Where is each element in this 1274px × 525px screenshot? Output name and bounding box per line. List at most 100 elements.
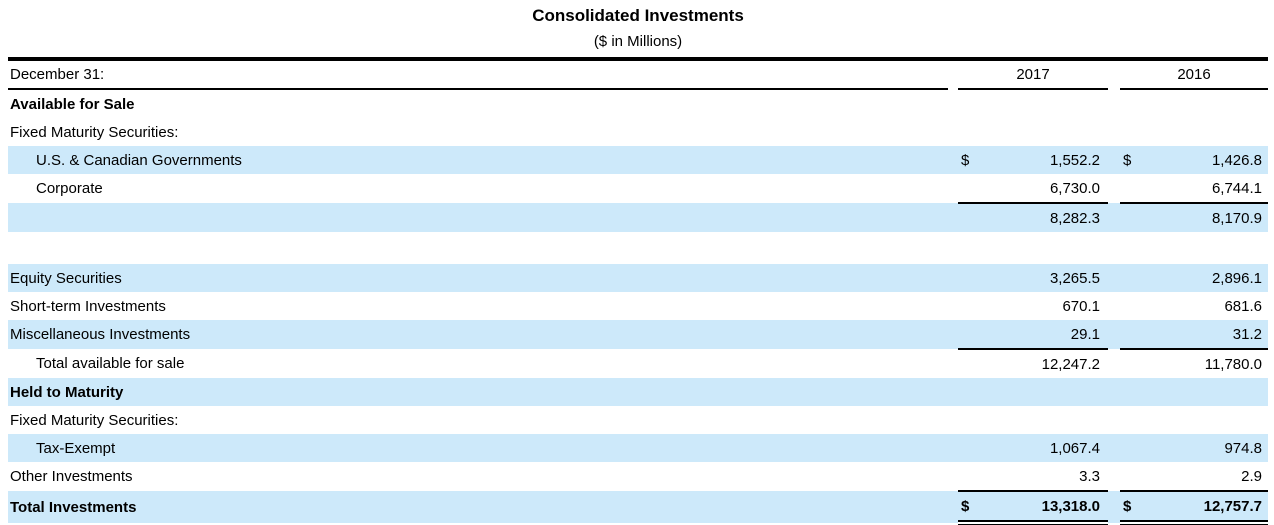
value-2016: 8,170.9	[1211, 209, 1262, 227]
value-wrap-2016: 974.8	[1120, 434, 1268, 462]
row-midgap-cell	[1108, 203, 1120, 232]
value-2017: 6,730.0	[1049, 179, 1100, 197]
value-cell-2016	[1120, 232, 1268, 264]
row-spacer-cell	[948, 491, 958, 523]
table-row: Corporate 6,730.0 6,744.1	[8, 174, 1268, 204]
value-wrap-2016: 31.2	[1120, 320, 1268, 347]
value-2016: 31.2	[1232, 325, 1262, 343]
value-wrap-2016	[1120, 406, 1268, 434]
value-wrap-2017: $ 13,318.0	[958, 492, 1108, 517]
value-cell-2017	[958, 118, 1108, 146]
row-label-cell: Equity Securities	[8, 264, 948, 292]
table-row: Fixed Maturity Securities:	[8, 118, 1268, 146]
value-cell-2016: 2,896.1	[1120, 264, 1268, 292]
table-row: Total Investments $ 13,318.0 $ 12,757.7	[8, 491, 1268, 525]
value-2016: 11,780.0	[1204, 355, 1262, 373]
table-header-year-2016: 2016	[1120, 59, 1268, 90]
row-spacer-cell	[948, 378, 958, 406]
table-row: Other Investments 3.3 2.9	[8, 462, 1268, 492]
row-midgap-cell	[1108, 89, 1120, 118]
value-cell-2017: 8,282.3	[958, 203, 1108, 232]
row-label-cell: Fixed Maturity Securities:	[8, 118, 948, 146]
row-label-cell: Total Investments	[8, 491, 948, 523]
row-spacer-cell	[948, 406, 958, 434]
value-cell-2017	[958, 232, 1108, 264]
value-2016: 2.9	[1241, 467, 1262, 485]
value-cell-2016	[1120, 89, 1268, 118]
value-cell-2016: 681.6	[1120, 292, 1268, 320]
value-wrap-2016: 681.6	[1120, 292, 1268, 320]
row-label-cell: Total available for sale	[8, 349, 948, 378]
table-row: Fixed Maturity Securities:	[8, 406, 1268, 434]
table-row: Tax-Exempt 1,067.4 974.8	[8, 434, 1268, 462]
value-wrap-2016	[1120, 232, 1268, 264]
page-title: Consolidated Investments	[532, 6, 744, 25]
value-wrap-2016: 2,896.1	[1120, 264, 1268, 292]
row-label: U.S. & Canadian Governments	[36, 151, 242, 169]
value-wrap-2016: $ 12,757.7	[1120, 492, 1268, 517]
value-cell-2017: 3,265.5	[958, 264, 1108, 292]
table-row: 8,282.3 8,170.9	[8, 203, 1268, 232]
value-wrap-2016: 6,744.1	[1120, 174, 1268, 201]
table-row: Equity Securities 3,265.5 2,896.1	[8, 264, 1268, 292]
value-cell-2016: 11,780.0	[1120, 349, 1268, 378]
table-body: Available for Sale Fixed Maturity Securi…	[8, 89, 1268, 525]
value-2017: 13,318.0	[1041, 497, 1100, 515]
value-2017: 3.3	[1079, 467, 1100, 485]
row-label-cell: Fixed Maturity Securities:	[8, 406, 948, 434]
value-wrap-2017: 29.1	[958, 320, 1108, 347]
value-wrap-2017	[958, 90, 1108, 118]
value-cell-2017: 3.3	[958, 462, 1108, 492]
value-cell-2016: 6,744.1	[1120, 174, 1268, 204]
row-label: Available for Sale	[10, 95, 135, 113]
row-midgap-cell	[1108, 462, 1120, 491]
value-2017: 3,265.5	[1049, 269, 1100, 287]
row-midgap-cell	[1108, 406, 1120, 434]
value-cell-2016	[1120, 378, 1268, 406]
value-cell-2017: 12,247.2	[958, 349, 1108, 378]
row-midgap-cell	[1108, 264, 1120, 292]
row-label: Tax-Exempt	[36, 439, 116, 457]
value-2017: 12,247.2	[1041, 355, 1100, 373]
value-wrap-2017	[958, 232, 1108, 264]
row-midgap-cell	[1108, 292, 1120, 320]
row-label: Fixed Maturity Securities:	[10, 411, 179, 429]
row-spacer-cell	[948, 292, 958, 320]
row-label-cell: U.S. & Canadian Governments	[8, 146, 948, 174]
value-2016: 1,426.8	[1211, 151, 1262, 169]
row-spacer-cell	[948, 462, 958, 491]
row-midgap-cell	[1108, 320, 1120, 349]
dollar-sign-2016: $	[1123, 497, 1132, 515]
row-midgap-cell	[1108, 118, 1120, 146]
row-spacer-cell	[948, 146, 958, 174]
value-wrap-2016: 8,170.9	[1120, 204, 1268, 232]
row-spacer-cell	[948, 89, 958, 118]
row-spacer-cell	[948, 434, 958, 462]
value-cell-2016: 2.9	[1120, 462, 1268, 492]
value-cell-2017: $ 1,552.2	[958, 146, 1108, 174]
value-cell-2017	[958, 89, 1108, 118]
dollar-sign-2016: $	[1123, 151, 1132, 169]
value-wrap-2016	[1120, 378, 1268, 406]
value-wrap-2017	[958, 378, 1108, 406]
value-wrap-2017: 3.3	[958, 462, 1108, 489]
row-label-cell: Short-term Investments	[8, 292, 948, 320]
dollar-sign-2017: $	[961, 497, 970, 515]
header-midgap	[1108, 59, 1120, 89]
page-subtitle: ($ in Millions)	[593, 33, 683, 50]
investments-table: December 31: 2017 2016 Available for Sal…	[8, 57, 1268, 525]
row-label-cell: Miscellaneous Investments	[8, 320, 948, 349]
value-cell-2017: 670.1	[958, 292, 1108, 320]
value-cell-2016: 31.2	[1120, 320, 1268, 350]
value-2017: 1,552.2	[1049, 151, 1100, 169]
value-wrap-2016: $ 1,426.8	[1120, 146, 1268, 174]
table-row: Available for Sale	[8, 89, 1268, 118]
value-cell-2017: 1,067.4	[958, 434, 1108, 462]
row-label-cell: Tax-Exempt	[8, 434, 948, 462]
row-spacer-cell	[948, 320, 958, 349]
row-label: Equity Securities	[10, 269, 122, 287]
value-cell-2017	[958, 406, 1108, 434]
value-wrap-2017: 3,265.5	[958, 264, 1108, 292]
row-midgap-cell	[1108, 378, 1120, 406]
table-row: U.S. & Canadian Governments $ 1,552.2 $ …	[8, 146, 1268, 174]
